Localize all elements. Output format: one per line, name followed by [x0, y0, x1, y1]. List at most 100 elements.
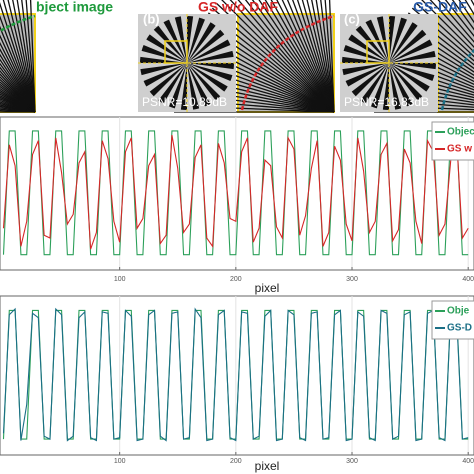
zoom-ray — [451, 0, 474, 31]
star-wedge — [389, 16, 396, 63]
zoom-ray — [0, 25, 36, 113]
star-wedge — [169, 63, 187, 109]
zoom-ray — [0, 104, 36, 113]
star-wedge — [389, 50, 436, 63]
star-wedge — [389, 63, 430, 92]
zoom-ray — [421, 0, 474, 53]
zoom-ray — [0, 34, 36, 113]
zoom-ray — [229, 0, 335, 113]
zoom-ray — [0, 76, 36, 113]
zoom-ray — [0, 107, 36, 113]
zoom-ray — [0, 83, 36, 113]
x-tick-label: 400 — [462, 276, 474, 283]
star-wedge — [389, 29, 427, 63]
zoom-ray — [0, 95, 36, 113]
star-wedge — [355, 25, 389, 63]
legend-label: Obje — [447, 306, 470, 317]
zoom-ray — [0, 48, 36, 113]
x-axis-label: pixel — [255, 459, 280, 473]
star-wedge — [389, 63, 402, 110]
legend-box — [431, 121, 474, 161]
zoom-ray — [2, 0, 36, 113]
zoom-ray — [429, 0, 474, 49]
zoom-ray — [0, 89, 36, 113]
star-wedge — [371, 63, 389, 109]
plot-area — [0, 295, 474, 456]
zoom-ray — [0, 58, 36, 113]
zoom-ray — [291, 0, 335, 113]
zoom-ray — [0, 66, 36, 113]
legend-label: GS-D — [447, 323, 472, 334]
zoom-ray — [276, 0, 335, 113]
zoom-ray — [324, 0, 335, 113]
zoom-ray — [0, 105, 36, 113]
star-wedge — [187, 50, 234, 63]
star-wedge — [146, 34, 187, 63]
zoom-ray — [16, 0, 36, 113]
zoom-ray — [0, 15, 36, 113]
data-line — [2, 307, 469, 442]
x-axis-label: pixel — [255, 281, 280, 295]
zoom-ray — [216, 2, 335, 113]
zoom-ray — [0, 53, 36, 113]
zoom-ray — [29, 0, 36, 113]
psnr-label: PSNR=16.83dB — [344, 95, 429, 109]
star-wedge — [389, 63, 436, 70]
star-wedge — [158, 63, 187, 104]
x-tick-label: 300 — [346, 458, 358, 465]
panel-title: GS-DAF — [413, 0, 467, 15]
star-wedge — [389, 39, 433, 63]
star-wedge — [348, 34, 389, 63]
profile-arc — [0, 14, 36, 33]
x-tick-label: 100 — [114, 458, 126, 465]
star-wedge — [389, 63, 413, 107]
star-wedge — [360, 63, 389, 104]
zoom-ray — [0, 93, 36, 113]
zoom-ray — [301, 0, 335, 113]
star-wedge — [351, 63, 389, 97]
zoom-ray — [25, 0, 36, 113]
star-wedge — [174, 16, 187, 63]
zoom-ray — [0, 81, 36, 113]
star-wedge — [342, 63, 389, 76]
legend-label: GS w — [447, 144, 472, 155]
panel-title: bject image — [36, 0, 113, 15]
x-tick-label: 300 — [346, 276, 358, 283]
zoom-ray — [0, 73, 36, 113]
star-wedge — [187, 39, 231, 63]
x-tick-label: 200 — [230, 276, 242, 283]
zoom-ray — [311, 0, 335, 113]
star-wedge — [187, 63, 221, 101]
zoom-ray — [0, 87, 36, 113]
zoom-ray — [244, 0, 335, 113]
zoom-ray — [286, 0, 335, 113]
x-tick-label: 100 — [114, 276, 126, 283]
star-wedge — [389, 63, 435, 81]
panel-label: (c) — [344, 11, 360, 26]
star-wedge — [187, 63, 233, 81]
zoom-ray — [258, 0, 335, 113]
zoom-ray — [315, 0, 335, 113]
zoom-ray — [0, 2, 36, 113]
zoom-ray — [0, 108, 36, 113]
zoom-ray — [12, 0, 36, 113]
star-wedge — [187, 17, 205, 63]
profile-arc — [240, 14, 335, 111]
legend-box — [431, 300, 474, 340]
star-wedge — [140, 63, 187, 76]
zoom-ray — [296, 0, 335, 113]
zoom-ray — [221, 0, 335, 113]
zoom-ray — [0, 99, 36, 113]
zoom-ray — [320, 0, 335, 113]
x-tick-label: 400 — [462, 458, 474, 465]
plot-area — [0, 116, 474, 271]
zoom-ray — [444, 0, 474, 37]
panel-title: GS w/o DAF — [198, 0, 279, 15]
zoom-ray — [0, 70, 36, 113]
zoom-ray — [264, 0, 335, 113]
zoom-ray — [0, 62, 36, 113]
star-wedge — [153, 25, 187, 63]
zoom-ray — [237, 0, 335, 113]
zoom-ray — [0, 96, 36, 113]
zoom-ray — [306, 0, 335, 113]
